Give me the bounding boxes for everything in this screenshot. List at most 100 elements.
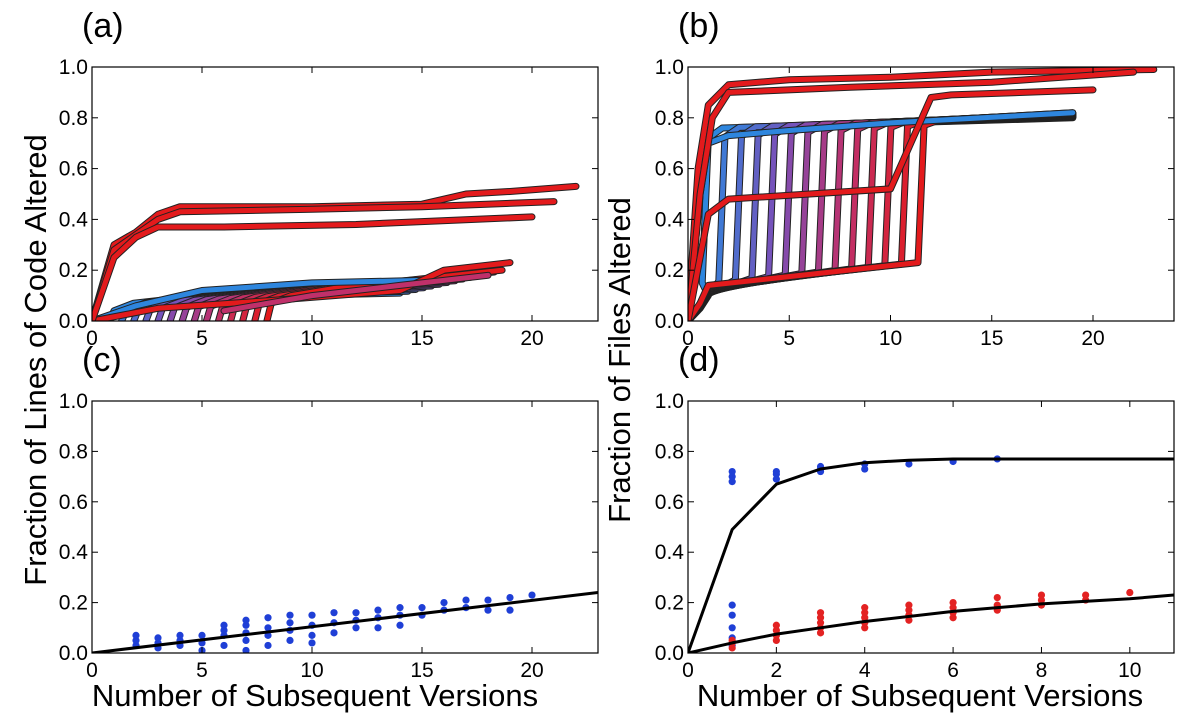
x-tick-label: 8 xyxy=(1036,659,1048,682)
data-point xyxy=(352,609,360,617)
upper-version-line xyxy=(92,199,557,321)
x-tick-label: 10 xyxy=(879,327,902,350)
y-tick-label: 1.0 xyxy=(59,56,88,79)
red-data-point xyxy=(1082,591,1090,599)
version-line-outline xyxy=(688,112,1077,321)
x-tick-label: 10 xyxy=(1118,659,1141,682)
panel-letter: (d) xyxy=(678,341,720,379)
y-tick-label: 0.4 xyxy=(655,541,685,564)
x-tick-label: 15 xyxy=(410,327,433,350)
panel-3: (c) 0.0 0.2 0.4 0.6 0.8 1.0 0 5 10 15 20 xyxy=(59,341,599,682)
data-point xyxy=(242,616,250,624)
red-data-point xyxy=(993,593,1001,602)
fit-line-upper xyxy=(688,457,1174,653)
y-tick-label: 0.2 xyxy=(655,592,684,615)
fit-line-lower xyxy=(688,593,1174,653)
data-point xyxy=(220,626,228,634)
version-line xyxy=(221,272,491,314)
version-line xyxy=(688,110,1076,321)
red-data-point xyxy=(1126,588,1134,597)
red-data-point xyxy=(861,614,869,622)
data-point xyxy=(264,641,272,650)
data-point xyxy=(352,624,360,632)
y-tick-label: 0.8 xyxy=(655,107,684,130)
red-data-point xyxy=(905,601,913,609)
blue-data-point xyxy=(772,467,780,476)
data-point xyxy=(506,606,514,614)
version-line xyxy=(688,113,1076,321)
red-data-point xyxy=(772,636,780,645)
y-tick-label: 1.0 xyxy=(655,56,684,79)
x-tick-label: 0 xyxy=(86,659,98,682)
data-point xyxy=(264,624,272,632)
red-data-point xyxy=(816,619,825,627)
blue-data-point xyxy=(772,475,780,483)
version-line-outline xyxy=(688,109,1077,321)
blue-data-point xyxy=(728,624,736,632)
panel-letter: (c) xyxy=(82,341,122,379)
plots-layer: (a)0.00.20.40.60.81.00 5 10 15 20(b)0.00.20.… xyxy=(59,7,1175,682)
upper-version-line xyxy=(688,69,1136,321)
data-point xyxy=(242,621,250,629)
plot-frame xyxy=(687,66,1175,322)
red-data-point xyxy=(905,616,913,624)
data-point xyxy=(506,593,514,602)
x-tick-label: 15 xyxy=(410,659,433,682)
red-data-point xyxy=(816,614,825,622)
blue-data-point xyxy=(905,460,913,468)
red-data-point xyxy=(949,614,957,622)
version-line xyxy=(688,114,1076,321)
y-tick-label: 0.6 xyxy=(59,491,88,514)
version-line-outline xyxy=(688,113,1077,321)
y-axis-label-right: Fraction of Files Altered xyxy=(602,197,637,523)
x-axis-label-right: Number of Subsequent Versions xyxy=(697,678,1143,713)
red-data-point xyxy=(1037,596,1046,604)
red-data-point xyxy=(816,609,825,617)
blue-data-point xyxy=(728,601,736,609)
red-data-point xyxy=(816,629,825,637)
plot-area xyxy=(688,67,1158,321)
version-line xyxy=(688,113,1076,321)
y-tick-label: 1.0 xyxy=(655,390,684,413)
y-tick-label: 0.0 xyxy=(59,310,88,333)
data-point xyxy=(528,591,536,599)
data-point xyxy=(132,636,140,645)
y-tick-label: 0.4 xyxy=(59,541,89,564)
x-tick-label: 20 xyxy=(520,327,543,350)
x-axis-label-left: Number of Subsequent Versions xyxy=(92,678,538,713)
data-point xyxy=(418,604,426,612)
red-data-point xyxy=(861,609,869,617)
version-line-outline xyxy=(688,113,1077,321)
version-line xyxy=(688,113,1076,321)
data-point xyxy=(330,629,338,637)
plot-area xyxy=(92,182,580,321)
x-tick-label: 10 xyxy=(300,327,323,350)
y-tick-label: 0.0 xyxy=(655,310,684,333)
red-data-point xyxy=(728,644,736,652)
version-line-outline xyxy=(688,112,1077,321)
data-point xyxy=(242,646,250,653)
data-point xyxy=(374,624,382,632)
upper-version-line xyxy=(688,67,1157,321)
data-point xyxy=(462,596,470,604)
y-tick-label: 0.8 xyxy=(59,107,88,130)
version-line-outline xyxy=(688,112,1077,321)
y-tick-label: 0.8 xyxy=(59,440,88,463)
blue-data-point xyxy=(861,465,869,473)
upper-version-line xyxy=(92,214,535,321)
data-point xyxy=(286,611,294,619)
x-tick-label: 6 xyxy=(947,659,959,682)
data-point xyxy=(308,611,316,619)
version-line xyxy=(688,111,1076,321)
x-tick-label: 0 xyxy=(682,327,694,350)
version-line xyxy=(688,112,1076,321)
data-point xyxy=(396,604,404,612)
x-tick-label: 20 xyxy=(1081,327,1104,350)
plot-frame xyxy=(91,400,599,654)
red-data-point xyxy=(772,626,780,634)
version-line xyxy=(688,111,1076,321)
data-point xyxy=(154,634,162,642)
red-data-point xyxy=(905,606,913,614)
x-tick-label: 20 xyxy=(520,659,543,682)
